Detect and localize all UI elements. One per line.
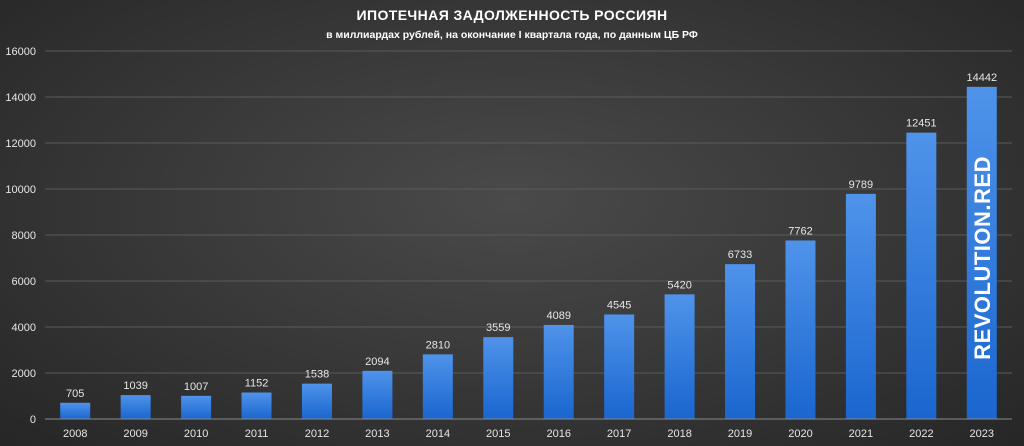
x-tick-label: 2018 <box>667 428 691 440</box>
x-tick-label: 2016 <box>546 428 570 440</box>
y-tick-label: 0 <box>30 414 36 426</box>
y-tick-label: 10000 <box>5 184 36 196</box>
y-tick-label: 4000 <box>12 322 36 334</box>
x-tick-label: 2017 <box>607 428 631 440</box>
bar <box>301 383 332 419</box>
value-label: 2810 <box>426 339 450 351</box>
value-label: 1007 <box>184 381 208 393</box>
x-tick-label: 2008 <box>63 428 87 440</box>
x-tick-label: 2020 <box>788 428 812 440</box>
y-tick-label: 12000 <box>5 138 36 150</box>
value-label: 14442 <box>966 72 997 84</box>
bar <box>725 264 756 419</box>
x-tick-label: 2012 <box>305 428 329 440</box>
value-label: 1039 <box>123 380 147 392</box>
bar <box>543 324 574 419</box>
y-tick-label: 8000 <box>12 230 36 242</box>
x-tick-label: 2022 <box>909 428 933 440</box>
x-tick-label: 2014 <box>426 428 450 440</box>
value-label: 5420 <box>667 279 691 291</box>
bar <box>483 337 514 419</box>
bar <box>906 132 937 419</box>
x-tick-label: 2010 <box>184 428 208 440</box>
bar <box>60 402 91 419</box>
value-label: 4545 <box>607 299 631 311</box>
value-labels: 705 1039 1007 1152 1538 2094 2810 3559 4089 4545 5… <box>66 72 997 400</box>
bar <box>845 193 876 419</box>
y-tick-label: 2000 <box>12 368 36 380</box>
value-label: 3559 <box>486 322 510 334</box>
value-label: 2094 <box>365 356 389 368</box>
y-axis: 0 2000 4000 6000 8000 10000 12000 14000 16000 <box>5 46 36 426</box>
bar <box>422 354 453 419</box>
x-tick-label: 2019 <box>728 428 752 440</box>
x-tick-label: 2023 <box>970 428 994 440</box>
bar <box>362 370 393 419</box>
x-tick-label: 2013 <box>365 428 389 440</box>
chart-title: ИПОТЕЧНАЯ ЗАДОЛЖЕННОСТЬ РОССИЯН <box>357 7 668 23</box>
value-label: 4089 <box>546 310 570 322</box>
bar <box>785 240 816 419</box>
value-label: 9789 <box>849 179 873 191</box>
bar <box>181 395 212 419</box>
x-tick-label: 2009 <box>123 428 147 440</box>
bar <box>604 314 635 419</box>
value-label: 7762 <box>788 225 812 237</box>
watermark: REVOLUTION.RED <box>970 156 995 360</box>
value-label: 705 <box>66 388 84 400</box>
x-tick-label: 2015 <box>486 428 510 440</box>
gridlines <box>45 50 1012 374</box>
bar <box>664 294 695 419</box>
bar <box>241 392 272 419</box>
bar <box>966 86 997 420</box>
value-label: 6733 <box>728 249 752 261</box>
chart-subtitle: в миллиардах рублей, на окончание I квар… <box>326 29 698 41</box>
value-label: 1152 <box>245 378 269 390</box>
y-tick-label: 6000 <box>12 276 36 288</box>
y-tick-label: 16000 <box>5 46 36 58</box>
bar <box>120 395 151 419</box>
x-tick-label: 2021 <box>849 428 873 440</box>
value-label: 1538 <box>305 369 329 381</box>
y-tick-label: 14000 <box>5 92 36 104</box>
value-label: 12451 <box>906 118 937 130</box>
bars <box>60 86 997 420</box>
x-tick-label: 2011 <box>245 428 269 440</box>
x-axis: 2008 2009 2010 2011 2012 2013 2014 2015 2016 2017… <box>63 428 994 440</box>
